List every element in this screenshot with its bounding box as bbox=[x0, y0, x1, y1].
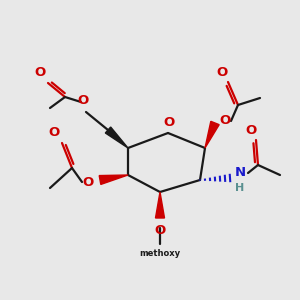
Text: O: O bbox=[34, 67, 46, 80]
Polygon shape bbox=[99, 175, 128, 184]
Text: O: O bbox=[219, 115, 231, 128]
Text: O: O bbox=[216, 67, 228, 80]
Text: methoxy: methoxy bbox=[140, 250, 181, 259]
Text: O: O bbox=[48, 127, 60, 140]
Polygon shape bbox=[155, 192, 164, 218]
Text: O: O bbox=[77, 94, 88, 106]
Polygon shape bbox=[205, 121, 219, 148]
Text: O: O bbox=[245, 124, 256, 136]
Text: O: O bbox=[154, 224, 166, 236]
Text: N: N bbox=[234, 167, 246, 179]
Text: O: O bbox=[82, 176, 94, 188]
Polygon shape bbox=[105, 127, 128, 148]
Text: H: H bbox=[236, 183, 244, 193]
Text: O: O bbox=[164, 116, 175, 128]
